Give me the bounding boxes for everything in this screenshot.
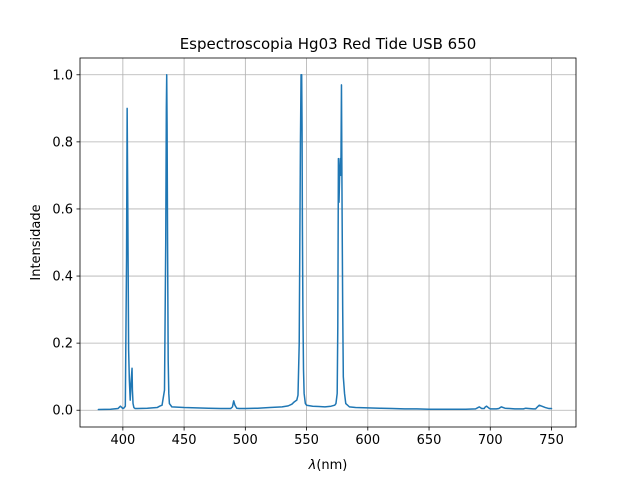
x-tick-label: 550 bbox=[294, 433, 319, 448]
x-tick-label: 650 bbox=[417, 433, 442, 448]
x-axis-label-symbol: λ bbox=[308, 458, 317, 473]
x-tick-label: 600 bbox=[355, 433, 380, 448]
x-tick-label: 750 bbox=[539, 433, 564, 448]
y-tick-label: 0.2 bbox=[52, 337, 73, 352]
x-axis-label-unit: (nm) bbox=[316, 458, 347, 473]
y-tick-label: 1.0 bbox=[52, 68, 73, 83]
y-tick-label: 0.0 bbox=[52, 404, 73, 419]
plot-area-background bbox=[80, 58, 576, 427]
x-tick-label: 700 bbox=[478, 433, 503, 448]
series-layer bbox=[97, 74, 553, 411]
x-tick-label: 400 bbox=[110, 433, 135, 448]
x-tick-label: 500 bbox=[233, 433, 258, 448]
grid bbox=[80, 58, 576, 427]
y-tick-label: 0.6 bbox=[52, 202, 73, 217]
x-tick-label: 450 bbox=[172, 433, 197, 448]
x-axis-label: λ(nm) bbox=[308, 458, 348, 473]
y-ticks: 0.0 0.2 0.4 0.6 0.8 1.0 bbox=[52, 68, 80, 419]
y-tick-label: 0.4 bbox=[52, 270, 73, 285]
chart-title: Espectroscopia Hg03 Red Tide USB 650 bbox=[180, 35, 477, 53]
x-ticks: 400 450 500 550 600 650 700 750 bbox=[110, 427, 564, 448]
y-axis-label: Intensidade bbox=[29, 204, 44, 280]
y-tick-label: 0.8 bbox=[52, 135, 73, 150]
series-line-hg03 bbox=[97, 74, 553, 411]
plot-frame bbox=[79, 57, 577, 428]
